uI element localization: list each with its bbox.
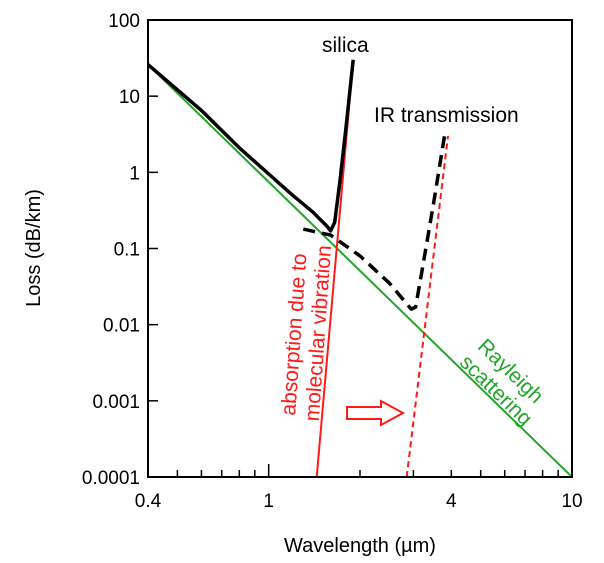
y-tick-label-4: 1 [129, 163, 140, 184]
x-tick-label-1: 1 [263, 491, 274, 512]
y-tick-label-1: 0.001 [92, 392, 140, 413]
y-tick-label-5: 10 [119, 87, 140, 108]
ir-transmission-label: IR transmission [374, 104, 519, 127]
series-rayleigh-line [148, 63, 572, 477]
shift-arrow-icon [346, 399, 406, 427]
rayleigh-label: Rayleigh scattering [455, 333, 553, 430]
x-axis-title: Wavelength (µm) [284, 535, 436, 557]
x-tick-label-2: 4 [446, 491, 457, 512]
series-silica-line [148, 59, 355, 233]
y-axis-title: Loss (dB/km) [23, 189, 45, 307]
tick-labels-layer: 0.0001 0.001 0.01 0.1 1 10 100 0.4 1 4 10 [82, 11, 583, 512]
y-tick-label-0: 0.0001 [82, 468, 140, 489]
y-tick-label-6: 100 [108, 11, 140, 32]
y-tick-label-3: 0.1 [114, 240, 140, 261]
x-tick-label-3: 10 [561, 491, 582, 512]
series-absorption-ir-line [405, 135, 449, 477]
y-tick-label-2: 0.01 [103, 316, 140, 337]
series-ir-line [302, 135, 447, 311]
ticks-layer [148, 19, 573, 478]
absorption-label: absorption due to molecular vibration [277, 243, 336, 422]
curves-layer [148, 59, 572, 477]
x-tick-label-0: 0.4 [135, 491, 162, 512]
silica-label: silica [322, 34, 369, 57]
